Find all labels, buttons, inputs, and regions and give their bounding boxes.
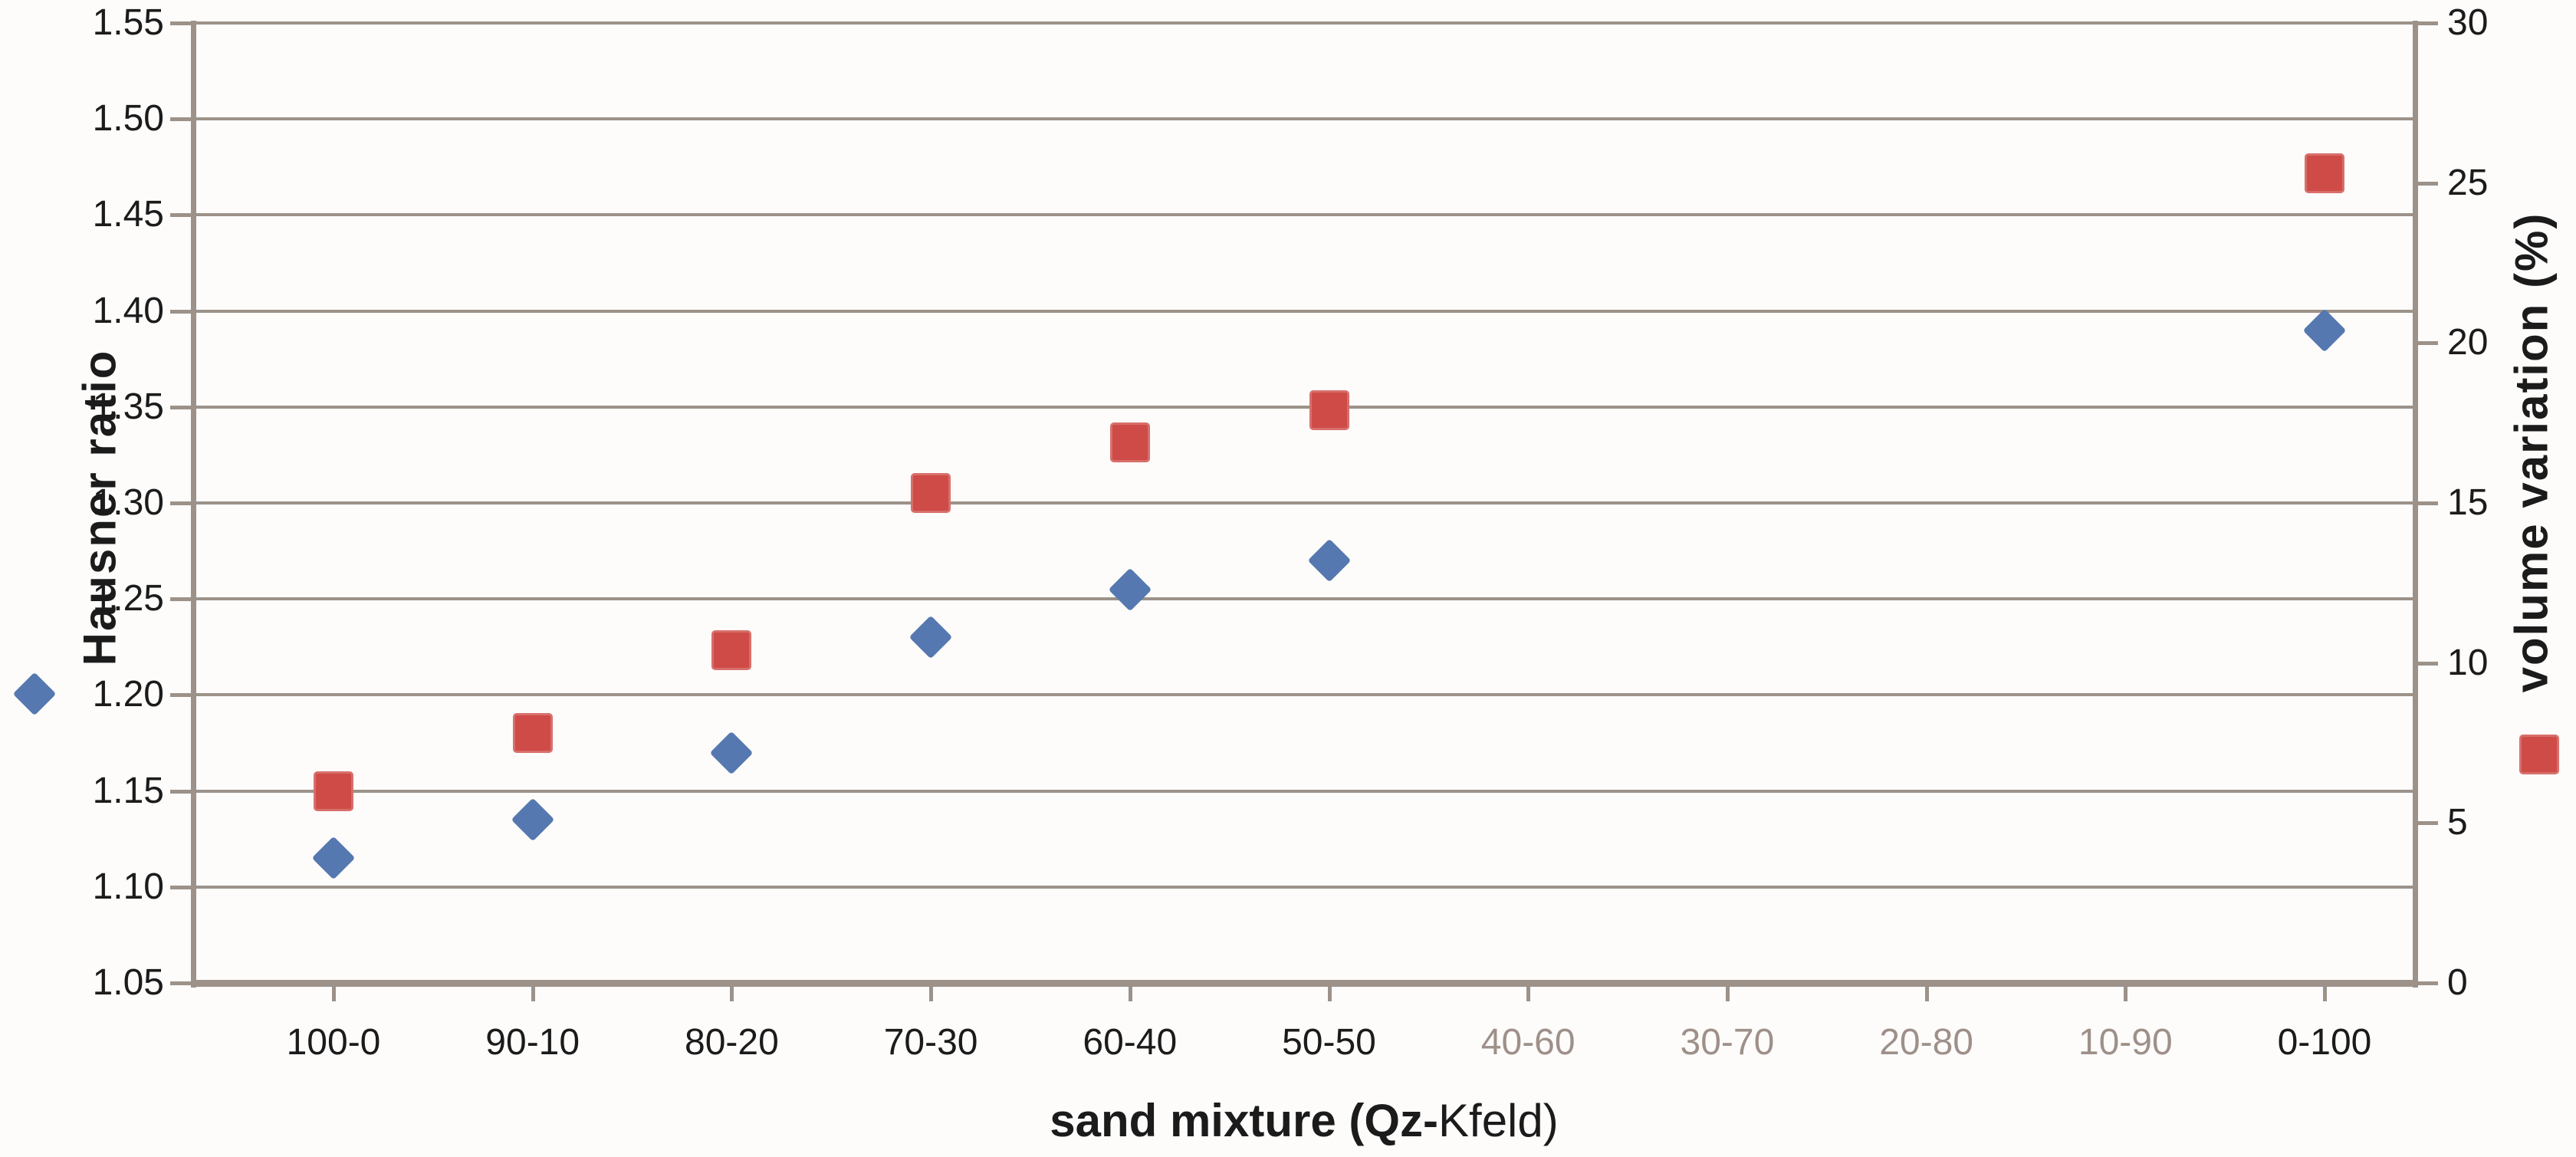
gridline	[193, 789, 2415, 793]
left-axis-tick	[170, 597, 193, 602]
gridline	[193, 405, 2415, 409]
data-point-square	[2305, 153, 2344, 194]
left-axis-tick-label: 1.15	[92, 770, 164, 811]
data-point-diamond	[311, 836, 356, 880]
right-axis-tick-label: 10	[2447, 642, 2489, 683]
x-axis-tick	[531, 983, 535, 1001]
left-axis-tick	[170, 21, 193, 25]
right-axis-tick-label: 30	[2447, 2, 2489, 43]
data-point-square	[911, 473, 951, 514]
x-axis-category-label: 90-10	[485, 1022, 580, 1063]
x-axis-tick	[332, 983, 336, 1001]
left-axis-tick	[170, 789, 193, 794]
x-axis-tick	[929, 983, 934, 1001]
left-axis-title: Hausner ratio	[74, 350, 127, 666]
left-axis-tick-label: 1.55	[92, 2, 164, 43]
right-axis-tick	[2415, 981, 2438, 985]
data-point-diamond	[2302, 308, 2347, 352]
left-axis-title-text: Hausner ratio	[74, 349, 126, 666]
x-axis-tick	[1128, 983, 1132, 1001]
gridline	[193, 501, 2415, 505]
x-axis-title: sand mixture (Qz-Kfeld)	[844, 1092, 1764, 1150]
x-axis-category-label: 60-40	[1083, 1022, 1178, 1063]
x-axis-category-label: 30-70	[1680, 1022, 1775, 1063]
gridline	[193, 885, 2415, 889]
data-point-diamond	[1108, 567, 1152, 611]
left-axis-tick-label: 1.30	[92, 482, 164, 523]
data-point-diamond	[710, 731, 754, 774]
right-axis-tick-label: 25	[2447, 162, 2489, 203]
right-axis-tick	[2415, 501, 2438, 505]
x-axis-tick	[2124, 983, 2128, 1001]
right-axis-tick-label: 0	[2447, 962, 2468, 1003]
right-axis-tick-label: 20	[2447, 322, 2489, 363]
x-axis-category-label: 0-100	[2277, 1022, 2372, 1063]
x-axis-category-label: 80-20	[685, 1022, 779, 1063]
right-axis-title: volume variation (%)	[2505, 212, 2558, 693]
right-axis-title-text: volume variation (%)	[2505, 212, 2558, 693]
right-axis-tick	[2415, 181, 2438, 186]
data-point-diamond	[909, 615, 953, 659]
x-axis-category-label: 20-80	[1879, 1022, 1973, 1063]
x-axis-line	[191, 980, 2418, 987]
x-axis-category-label: 40-60	[1480, 1022, 1576, 1063]
right-axis-tick-label: 15	[2447, 482, 2489, 523]
right-axis-tick-label: 5	[2447, 802, 2468, 843]
right-axis-tick	[2415, 341, 2438, 346]
left-axis-tick	[170, 885, 193, 889]
gridline	[193, 21, 2415, 25]
left-axis-tick-label: 1.25	[92, 578, 164, 620]
gridline	[193, 597, 2415, 601]
left-axis-tick-label: 1.35	[92, 386, 164, 427]
x-axis-tick	[1526, 983, 1531, 1001]
right-axis-tick	[2415, 821, 2438, 826]
data-point-square	[1109, 422, 1150, 462]
x-axis-tick	[2323, 983, 2327, 1001]
x-axis-tick	[1924, 983, 1929, 1001]
left-axis-tick-label: 1.20	[92, 674, 164, 715]
data-point-square	[711, 629, 752, 670]
data-point-diamond	[1307, 538, 1351, 583]
left-axis-tick	[170, 213, 193, 218]
left-axis-tick	[170, 693, 193, 698]
gridline	[193, 117, 2415, 121]
left-axis-tick	[170, 309, 193, 314]
x-axis-category-label: 50-50	[1282, 1022, 1376, 1063]
data-point-square	[512, 713, 553, 754]
x-axis-tick	[1725, 983, 1730, 1001]
data-point-square	[1309, 390, 1349, 430]
volume-series-square-icon	[2519, 735, 2559, 774]
x-axis-category-label: 70-30	[883, 1022, 978, 1063]
left-axis-tick	[170, 117, 193, 122]
gridline	[193, 693, 2415, 697]
data-point-diamond	[511, 797, 554, 842]
gridline	[193, 309, 2415, 313]
left-axis-tick	[170, 501, 193, 505]
left-axis-tick-label: 1.45	[92, 194, 164, 235]
left-axis-tick	[170, 981, 193, 985]
gridline	[193, 213, 2415, 217]
left-axis-tick	[170, 405, 193, 409]
x-axis-title-bold-part: sand mixture (Qz-	[1050, 1095, 1438, 1146]
left-axis-tick-label: 1.05	[92, 962, 164, 1003]
left-axis-tick-label: 1.50	[92, 98, 164, 140]
right-axis-tick	[2415, 661, 2438, 666]
x-axis-title-regular-part: Kfeld)	[1438, 1095, 1559, 1146]
x-axis-category-label: 10-90	[2078, 1022, 2173, 1063]
left-axis-tick-label: 1.10	[92, 866, 164, 907]
x-axis-tick	[1327, 983, 1332, 1001]
x-axis-category-label: 100-0	[286, 1022, 381, 1063]
data-point-square	[314, 771, 353, 811]
right-axis-tick	[2415, 21, 2438, 25]
left-axis-tick-label: 1.40	[92, 290, 164, 331]
x-axis-tick	[730, 983, 734, 1001]
left-axis-line	[191, 21, 196, 988]
